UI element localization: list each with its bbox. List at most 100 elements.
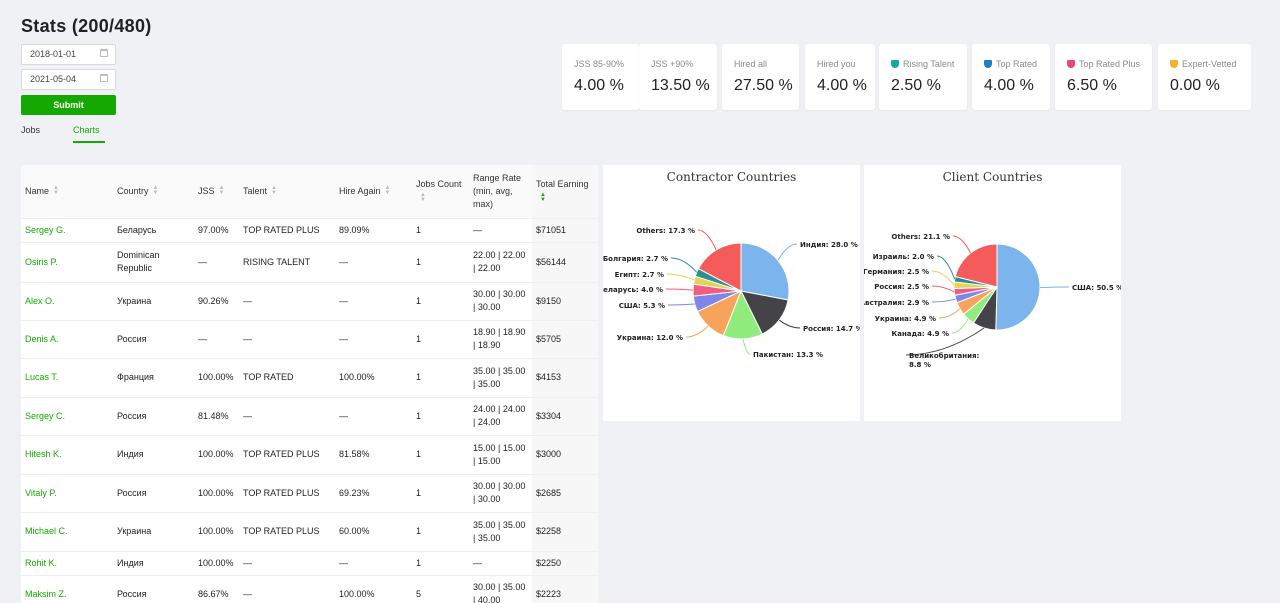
cell-country: Беларусь [113,218,194,243]
column-header-talent[interactable]: Talent ▲ ▼ [239,165,335,219]
contractor-name-link[interactable]: Denis A. [21,320,113,359]
table-row: Maksim Z. Россия 86.67% —100.00% 5 30.00 | 35… [21,575,598,603]
cell-range: 18.90 | 18.90 | 18.90 [469,320,532,359]
sort-icon: ▲ ▼ [540,191,546,203]
pie-connector [1039,286,1070,289]
contractor-name-link[interactable]: Hitesh K. [21,435,113,475]
cell-country: Россия [113,474,194,513]
cell-country: Франция [113,358,194,398]
contractor-name-link[interactable]: Sergey C. [21,397,113,436]
cell-hire-again: — [335,397,412,436]
contractor-name-link[interactable]: Maksim Z. [21,575,113,603]
contractor-countries-chart: Contractor Countries Индия: 28.0 % Россия… [603,165,860,421]
contractor-name-link[interactable]: Sergey G. [21,218,113,243]
cell-country: Индия [113,435,194,475]
cell-earning: $2258 [532,512,598,552]
date-to-input[interactable]: 2021-05-04 [21,69,116,90]
stat-label: Hired you [817,59,856,69]
cell-country: Dominican Republic [113,242,194,283]
column-label: Talent [243,185,268,196]
cell-talent: — [239,575,335,603]
stat-card-hired-you: Hired you 4.00 % [805,44,875,110]
rising-talent-badge-icon [891,60,899,68]
stat-label: Top Rated Plus [1067,59,1140,69]
pie-slice[interactable] [995,243,1041,331]
table-row: Michael C. Украина 100.00% TOP RATED PLUS 60… [21,512,598,552]
pie-label: Болгария: 2.7 % [603,255,668,263]
column-header-hire-again[interactable]: Hire Again ▲ ▼ [335,165,412,219]
pie-label: Украина: 4.9 % [875,315,936,323]
sort-icon: ▲ ▼ [152,185,159,197]
column-label: Total Earning [536,179,589,190]
stat-card-top-rated: Top Rated 4.00 % [972,44,1050,110]
submit-button[interactable]: Submit [21,95,116,115]
tab-charts[interactable]: Charts [73,125,105,143]
pie-connector [777,243,798,261]
cell-talent: TOP RATED PLUS [239,218,335,243]
cell-range: — [469,551,532,576]
contractor-name-link[interactable]: Osiris P. [21,242,113,283]
table-row: Hitesh K. Индия 100.00% TOP RATED PLUS 81.58… [21,435,598,475]
pie-label: Великобритания: 8.8 % [909,352,979,369]
pie-connector [931,298,956,303]
column-label: Range Rate (min, avg, max) [473,172,522,209]
cell-range: 35.00 | 35.00 | 35.00 [469,358,532,398]
column-header-jobs-count[interactable]: Jobs Count▲ ▼ [412,165,469,219]
column-label: Name [25,185,50,196]
cell-talent: TOP RATED PLUS [239,435,335,475]
date-from-input[interactable]: 2018-01-01 [21,44,116,65]
table-row: Rohit K. Индия 100.00% — —1— $2250 [21,551,598,576]
cell-jobs: 5 [412,575,469,603]
cell-hire-again: 69.23% [335,474,412,513]
column-header-country[interactable]: Country ▲ ▼ [113,165,194,219]
table-row: Denis A. Россия — — —1 18.90 | 18.90 | 18.90 $… [21,320,598,359]
jobs-table: Name ▲ ▼ Country ▲ ▼ JSS ▲ ▼ Talent ▲ ▼ Hire Aga… [21,165,598,603]
pie-connector [931,270,955,286]
cell-jss: 100.00% [194,474,239,513]
cell-jss: — [194,242,239,283]
column-header-total-earning[interactable]: Total Earning▲ ▼ [532,165,598,219]
tab-jobs[interactable]: Jobs [21,125,41,135]
column-header-name[interactable]: Name ▲ ▼ [21,165,113,219]
pie-label: Австралия: 2.9 % [864,299,929,307]
chart-title: Contractor Countries [666,170,797,184]
top-rated-badge-icon [984,60,992,68]
contractor-name-link[interactable]: Michael C. [21,512,113,552]
cell-jobs: 1 [412,397,469,436]
sort-icon: ▲ ▼ [384,185,391,197]
client-countries-pie: США: 50.5 % Великобритания: 8.8 % Канада: 4… [864,233,1121,369]
pie-connector [931,285,955,293]
pie-label: США: 50.5 % [1072,284,1121,292]
contractor-countries-pie: Индия: 28.0 % Россия: 14.7 % Пакистан: 13.… [603,227,860,359]
cell-country: Индия [113,551,194,576]
chart-title: Client Countries [942,170,1043,184]
pie-connector [685,325,709,338]
pie-slice[interactable] [740,242,790,301]
pie-label: Беларусь: 4.0 % [603,286,663,294]
cell-country: Россия [113,397,194,436]
cell-jss: 97.00% [194,218,239,243]
contractor-name-link[interactable]: Alex O. [21,282,113,321]
stat-value: 0.00 % [1170,77,1220,94]
stat-label-text: Expert-Vetted [1182,59,1237,69]
table-row: Sergey G. Беларусь 97.00% TOP RATED PLUS 89.… [21,218,598,243]
cell-hire-again: 60.00% [335,512,412,552]
cell-earning: $5705 [532,320,598,359]
stat-value: 6.50 % [1067,77,1117,94]
pie-slice[interactable] [954,243,998,288]
cell-jobs: 1 [412,551,469,576]
cell-jss: — [194,320,239,359]
pie-slice[interactable] [697,242,742,292]
contractor-name-link[interactable]: Rohit K. [21,551,113,576]
pie-label: Россия: 2.5 % [874,283,929,291]
contractor-name-link[interactable]: Lucas T. [21,358,113,398]
pie-connector [670,257,698,273]
stat-card-top-rated-plus: Top Rated Plus 6.50 % [1055,44,1152,110]
pie-connector [951,318,969,334]
cell-earning: $2223 [532,575,598,603]
column-label: Hire Again [339,185,381,196]
column-header-jss[interactable]: JSS ▲ ▼ [194,165,239,219]
cell-country: Украина [113,512,194,552]
cell-jobs: 1 [412,320,469,359]
contractor-name-link[interactable]: Vitaly P. [21,474,113,513]
